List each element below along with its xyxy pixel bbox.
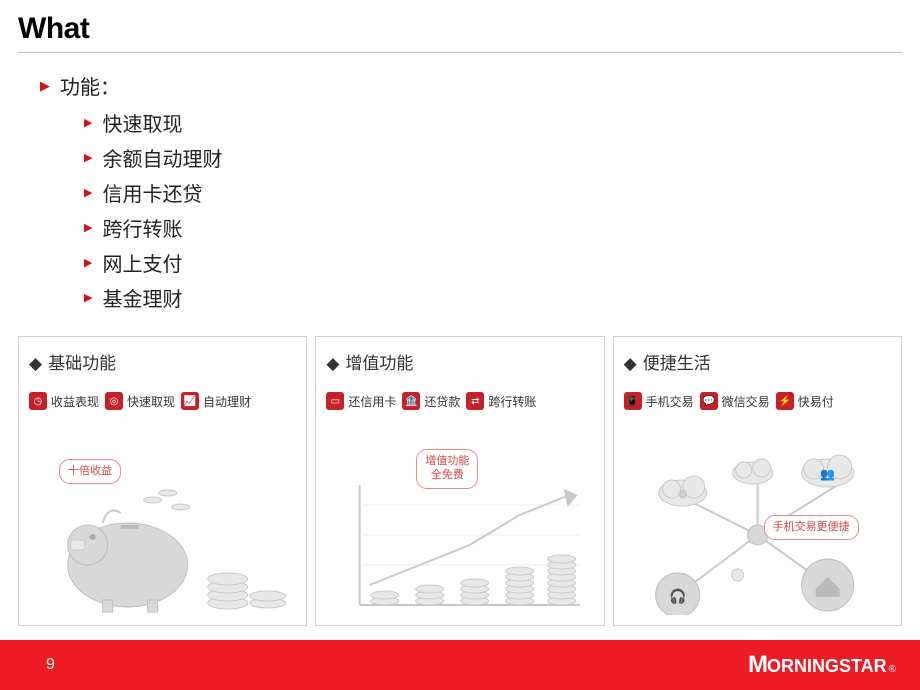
slide-title: What — [0, 0, 920, 52]
feature-item: ⇄跨行转账 — [466, 392, 536, 410]
card-title-text: 便捷生活 — [643, 354, 711, 373]
feature-label: 跨行转账 — [488, 393, 536, 410]
feature-item: 🏦还贷款 — [402, 392, 460, 410]
card-value: ◆ 增值功能 ▭还信用卡 🏦还贷款 ⇄跨行转账 增值功能 全免费 — [315, 336, 604, 626]
bullet-sub-text: 信用卡还贷 — [102, 178, 202, 207]
feature-item: ◎快速取现 — [105, 392, 175, 410]
feature-label: 微信交易 — [722, 393, 770, 410]
svg-text:⚙: ⚙ — [677, 489, 687, 501]
diamond-icon: ◆ — [29, 354, 42, 373]
bullet-sub-text: 网上支付 — [102, 248, 182, 277]
triangle-icon: ▶ — [84, 186, 92, 199]
phone-icon: 📱 — [624, 392, 642, 410]
feature-label: 自动理财 — [203, 393, 251, 410]
feature-label: 还贷款 — [424, 393, 460, 410]
card-title: ◆ 增值功能 — [326, 349, 593, 374]
feature-label: 快易付 — [798, 393, 834, 410]
card-icon: ▭ — [326, 392, 344, 410]
bullet-sub: ▶ 快速取现 — [84, 108, 920, 137]
bullet-main-text: 功能： — [60, 71, 120, 100]
logo-letter: M — [748, 651, 767, 679]
feature-item: 📱手机交易 — [624, 392, 694, 410]
bullet-sub: ▶ 跨行转账 — [84, 213, 920, 242]
feature-label: 收益表现 — [51, 393, 99, 410]
triangle-icon: ▶ — [84, 256, 92, 269]
card-title: ◆ 基础功能 — [29, 349, 296, 374]
wechat-icon: 💬 — [700, 392, 718, 410]
page-number: 9 — [46, 656, 55, 674]
bullet-sub: ▶ 基金理财 — [84, 283, 920, 312]
triangle-icon: ▶ — [84, 291, 92, 304]
bullet-sub-text: 基金理财 — [102, 283, 182, 312]
svg-text:🎧: 🎧 — [669, 588, 686, 605]
feature-item: ◷收益表现 — [29, 392, 99, 410]
triangle-icon: ▶ — [84, 116, 92, 129]
illustration-network: 手机交易更便捷 👥 ⚙ 🎧 — [624, 445, 891, 615]
card-title-text: 增值功能 — [345, 354, 413, 373]
bank-icon: 🏦 — [402, 392, 420, 410]
cards-row: ◆ 基础功能 ◷收益表现 ◎快速取现 📈自动理财 十倍收益 — [0, 318, 920, 626]
feature-item: 💬微信交易 — [700, 392, 770, 410]
clock-icon: ◷ — [29, 392, 47, 410]
speech-bubble: 十倍收益 — [59, 459, 121, 484]
card-title: ◆ 便捷生活 — [624, 349, 891, 374]
svg-text:👥: 👥 — [820, 467, 835, 481]
card-life: ◆ 便捷生活 📱手机交易 💬微信交易 ⚡快易付 手机交易更便捷 👥 ⚙ — [613, 336, 902, 626]
chart-icon: 📈 — [181, 392, 199, 410]
feature-label: 快速取现 — [127, 393, 175, 410]
speech-bubble: 手机交易更便捷 — [764, 515, 859, 540]
icon-row: ◷收益表现 ◎快速取现 📈自动理财 — [29, 392, 296, 410]
bullet-sub: ▶ 信用卡还贷 — [84, 178, 920, 207]
pay-icon: ⚡ — [776, 392, 794, 410]
bullet-sub: ▶ 余额自动理财 — [84, 143, 920, 172]
feature-item: ▭还信用卡 — [326, 392, 396, 410]
bullet-sub-text: 余额自动理财 — [102, 143, 222, 172]
target-icon: ◎ — [105, 392, 123, 410]
bullet-sub-text: 快速取现 — [102, 108, 182, 137]
card-title-text: 基础功能 — [48, 354, 116, 373]
logo-reg: ® — [889, 664, 896, 675]
card-basic: ◆ 基础功能 ◷收益表现 ◎快速取现 📈自动理财 十倍收益 — [18, 336, 307, 626]
feature-item: 📈自动理财 — [181, 392, 251, 410]
feature-label: 手机交易 — [646, 393, 694, 410]
morningstar-logo: MORNINGSTAR® — [748, 651, 896, 679]
bullet-sub-text: 跨行转账 — [102, 213, 182, 242]
bullet-sub: ▶ 网上支付 — [84, 248, 920, 277]
diamond-icon: ◆ — [326, 354, 339, 373]
illustration-piggy: 十倍收益 — [29, 445, 296, 615]
slide-footer: 9 MORNINGSTAR® — [0, 640, 920, 690]
triangle-icon: ▶ — [84, 151, 92, 164]
content-area: ▶ 功能： ▶ 快速取现 ▶ 余额自动理财 ▶ 信用卡还贷 ▶ 跨行转账 ▶ 网上支付 ▶… — [0, 53, 920, 312]
illustration-chart: 增值功能 全免费 — [326, 445, 593, 615]
triangle-icon: ▶ — [84, 221, 92, 234]
transfer-icon: ⇄ — [466, 392, 484, 410]
feature-label: 还信用卡 — [348, 393, 396, 410]
icon-row: ▭还信用卡 🏦还贷款 ⇄跨行转账 — [326, 392, 593, 410]
triangle-icon: ▶ — [40, 78, 50, 94]
bullet-main: ▶ 功能： — [40, 71, 920, 100]
logo-rest: ORNINGSTAR — [767, 656, 887, 677]
diamond-icon: ◆ — [624, 354, 637, 373]
icon-row: 📱手机交易 💬微信交易 ⚡快易付 — [624, 392, 891, 410]
feature-item: ⚡快易付 — [776, 392, 834, 410]
speech-bubble: 增值功能 全免费 — [416, 449, 478, 489]
